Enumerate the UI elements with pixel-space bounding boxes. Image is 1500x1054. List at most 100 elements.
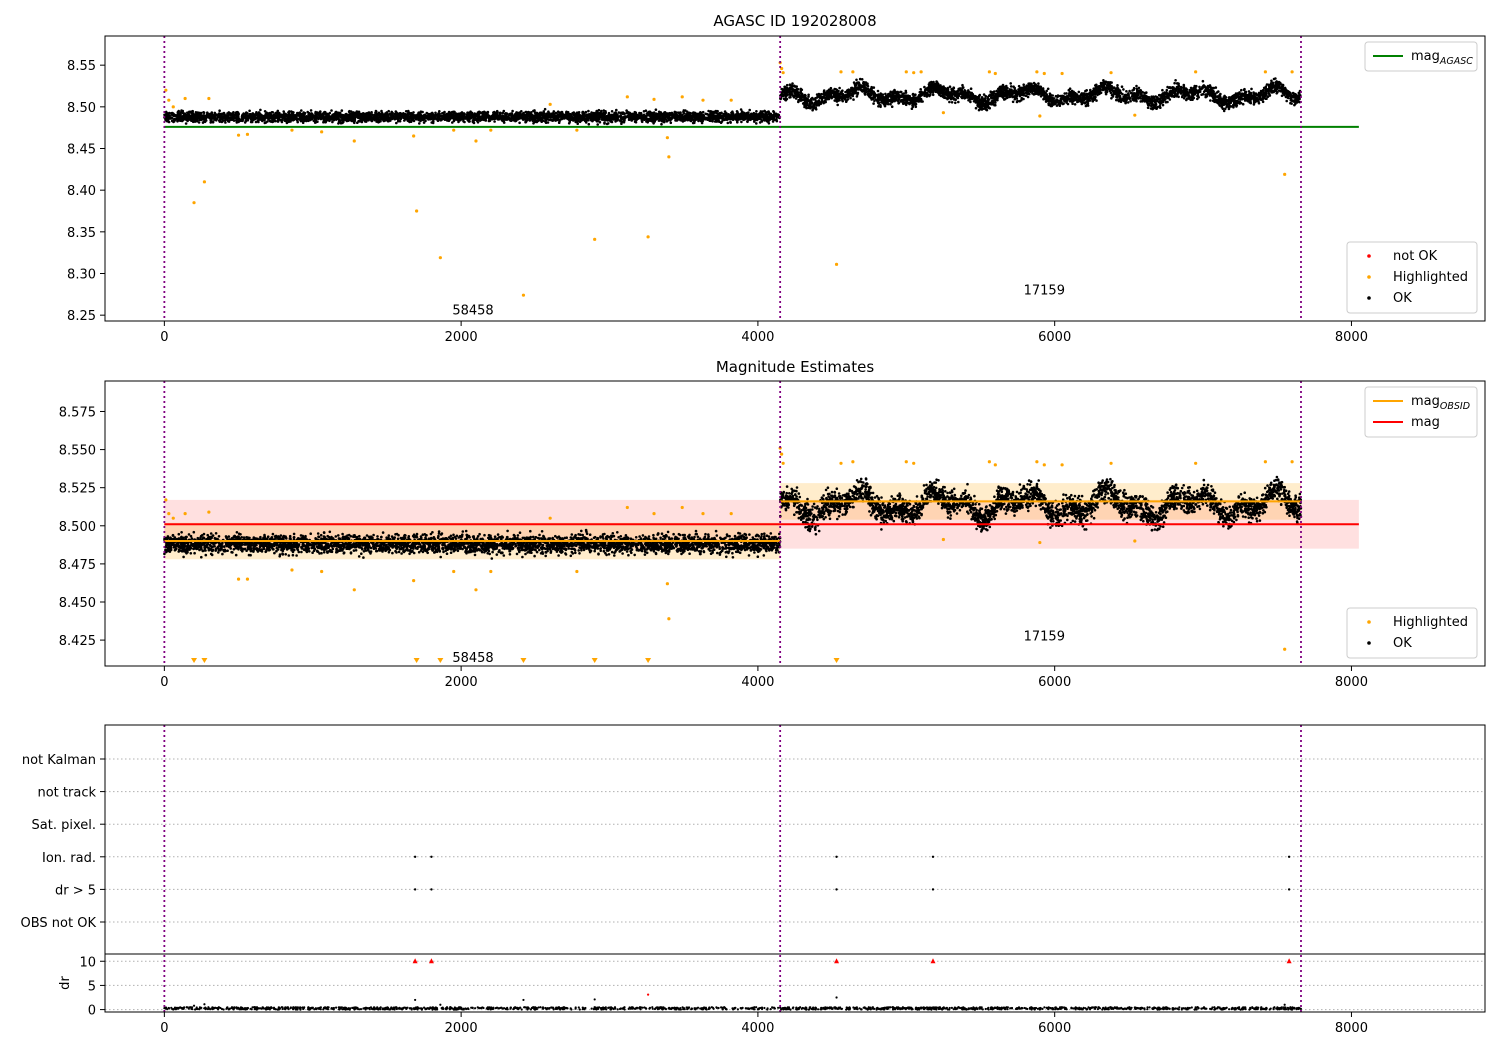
ok-point: [260, 117, 263, 120]
ok-point: [489, 120, 492, 123]
ok-point: [615, 115, 618, 118]
ok-point: [739, 114, 742, 117]
ok-point: [469, 117, 472, 120]
ok-point: [373, 119, 376, 122]
ok-point: [387, 110, 390, 113]
ok-point: [291, 117, 294, 120]
ok-point: [527, 112, 530, 115]
ok-point: [303, 117, 306, 120]
ok-point: [702, 111, 705, 114]
ok-point: [561, 111, 564, 114]
ok-point: [353, 122, 356, 125]
ok-point: [635, 121, 638, 124]
ok-point: [560, 118, 563, 121]
ok-point: [365, 114, 368, 117]
ok-point: [380, 114, 383, 117]
ok-point: [1012, 101, 1015, 104]
ok-point: [732, 116, 735, 119]
ok-point: [1252, 91, 1255, 94]
ok-point: [554, 119, 557, 122]
ok-point: [399, 116, 402, 119]
ok-point: [418, 112, 421, 115]
ok-point: [593, 112, 596, 115]
ok-point: [430, 121, 433, 124]
ok-point: [316, 113, 319, 116]
ok-point: [358, 112, 361, 115]
ok-point: [633, 115, 636, 118]
ok-point: [970, 87, 973, 90]
ok-point: [524, 117, 527, 120]
panel-title: AGASC ID 192028008: [713, 12, 876, 30]
ok-point: [511, 110, 514, 113]
ok-point: [652, 122, 655, 125]
ok-point: [583, 113, 586, 116]
ok-point: [773, 113, 776, 116]
ok-point: [722, 113, 725, 116]
ok-point: [408, 117, 411, 120]
ok-point: [697, 120, 700, 123]
ok-point: [616, 119, 619, 122]
ok-point: [335, 111, 338, 114]
ok-point: [517, 115, 520, 118]
ok-point: [1115, 99, 1118, 102]
ok-point: [339, 121, 342, 124]
ok-point: [545, 121, 548, 124]
ok-point: [205, 115, 208, 118]
ok-point: [332, 114, 335, 117]
ok-point: [567, 111, 570, 114]
ok-point: [231, 116, 234, 119]
ok-point: [322, 115, 325, 118]
ok-point: [165, 111, 168, 114]
ok-point: [327, 117, 330, 120]
ok-point: [430, 115, 433, 118]
ok-point: [662, 118, 665, 121]
ok-point: [327, 113, 330, 116]
ok-point: [433, 115, 436, 118]
ok-point: [1166, 89, 1169, 92]
ok-point: [376, 113, 379, 116]
ok-point: [1278, 81, 1281, 84]
ok-point: [693, 122, 696, 125]
ok-point: [416, 113, 419, 116]
ok-point: [1116, 84, 1119, 87]
ok-point: [263, 116, 266, 119]
ok-point: [371, 113, 374, 116]
ok-point: [463, 121, 466, 124]
ok-point: [345, 118, 348, 121]
ok-point: [727, 115, 730, 118]
ok-point: [663, 121, 666, 124]
ok-point: [463, 112, 466, 115]
ok-point: [286, 115, 289, 118]
ok-point: [282, 117, 285, 120]
ok-point: [836, 104, 839, 107]
ok-point: [320, 115, 323, 118]
ok-point: [526, 114, 529, 117]
ok-point: [708, 117, 711, 120]
ok-point: [171, 112, 174, 115]
ok-point: [392, 114, 395, 117]
ok-point: [296, 119, 299, 122]
ok-point: [528, 117, 531, 120]
ok-point: [729, 118, 732, 121]
ok-point: [613, 112, 616, 115]
ok-point: [592, 118, 595, 121]
ok-point: [761, 120, 764, 123]
ok-point: [348, 111, 351, 114]
ok-point: [424, 120, 427, 123]
ok-point: [308, 112, 311, 115]
ok-point: [762, 113, 765, 116]
ok-point: [196, 113, 199, 116]
ok-point: [228, 113, 231, 116]
ok-point: [619, 112, 622, 115]
ok-point: [726, 118, 729, 121]
ok-point: [753, 118, 756, 121]
ok-point: [660, 123, 663, 126]
ok-point: [239, 118, 242, 121]
ok-point: [356, 113, 359, 116]
ok-point: [649, 119, 652, 122]
ok-point: [395, 110, 398, 113]
ok-point: [711, 111, 714, 114]
ok-point: [702, 114, 705, 117]
ok-point: [413, 114, 416, 117]
ok-point: [348, 114, 351, 117]
